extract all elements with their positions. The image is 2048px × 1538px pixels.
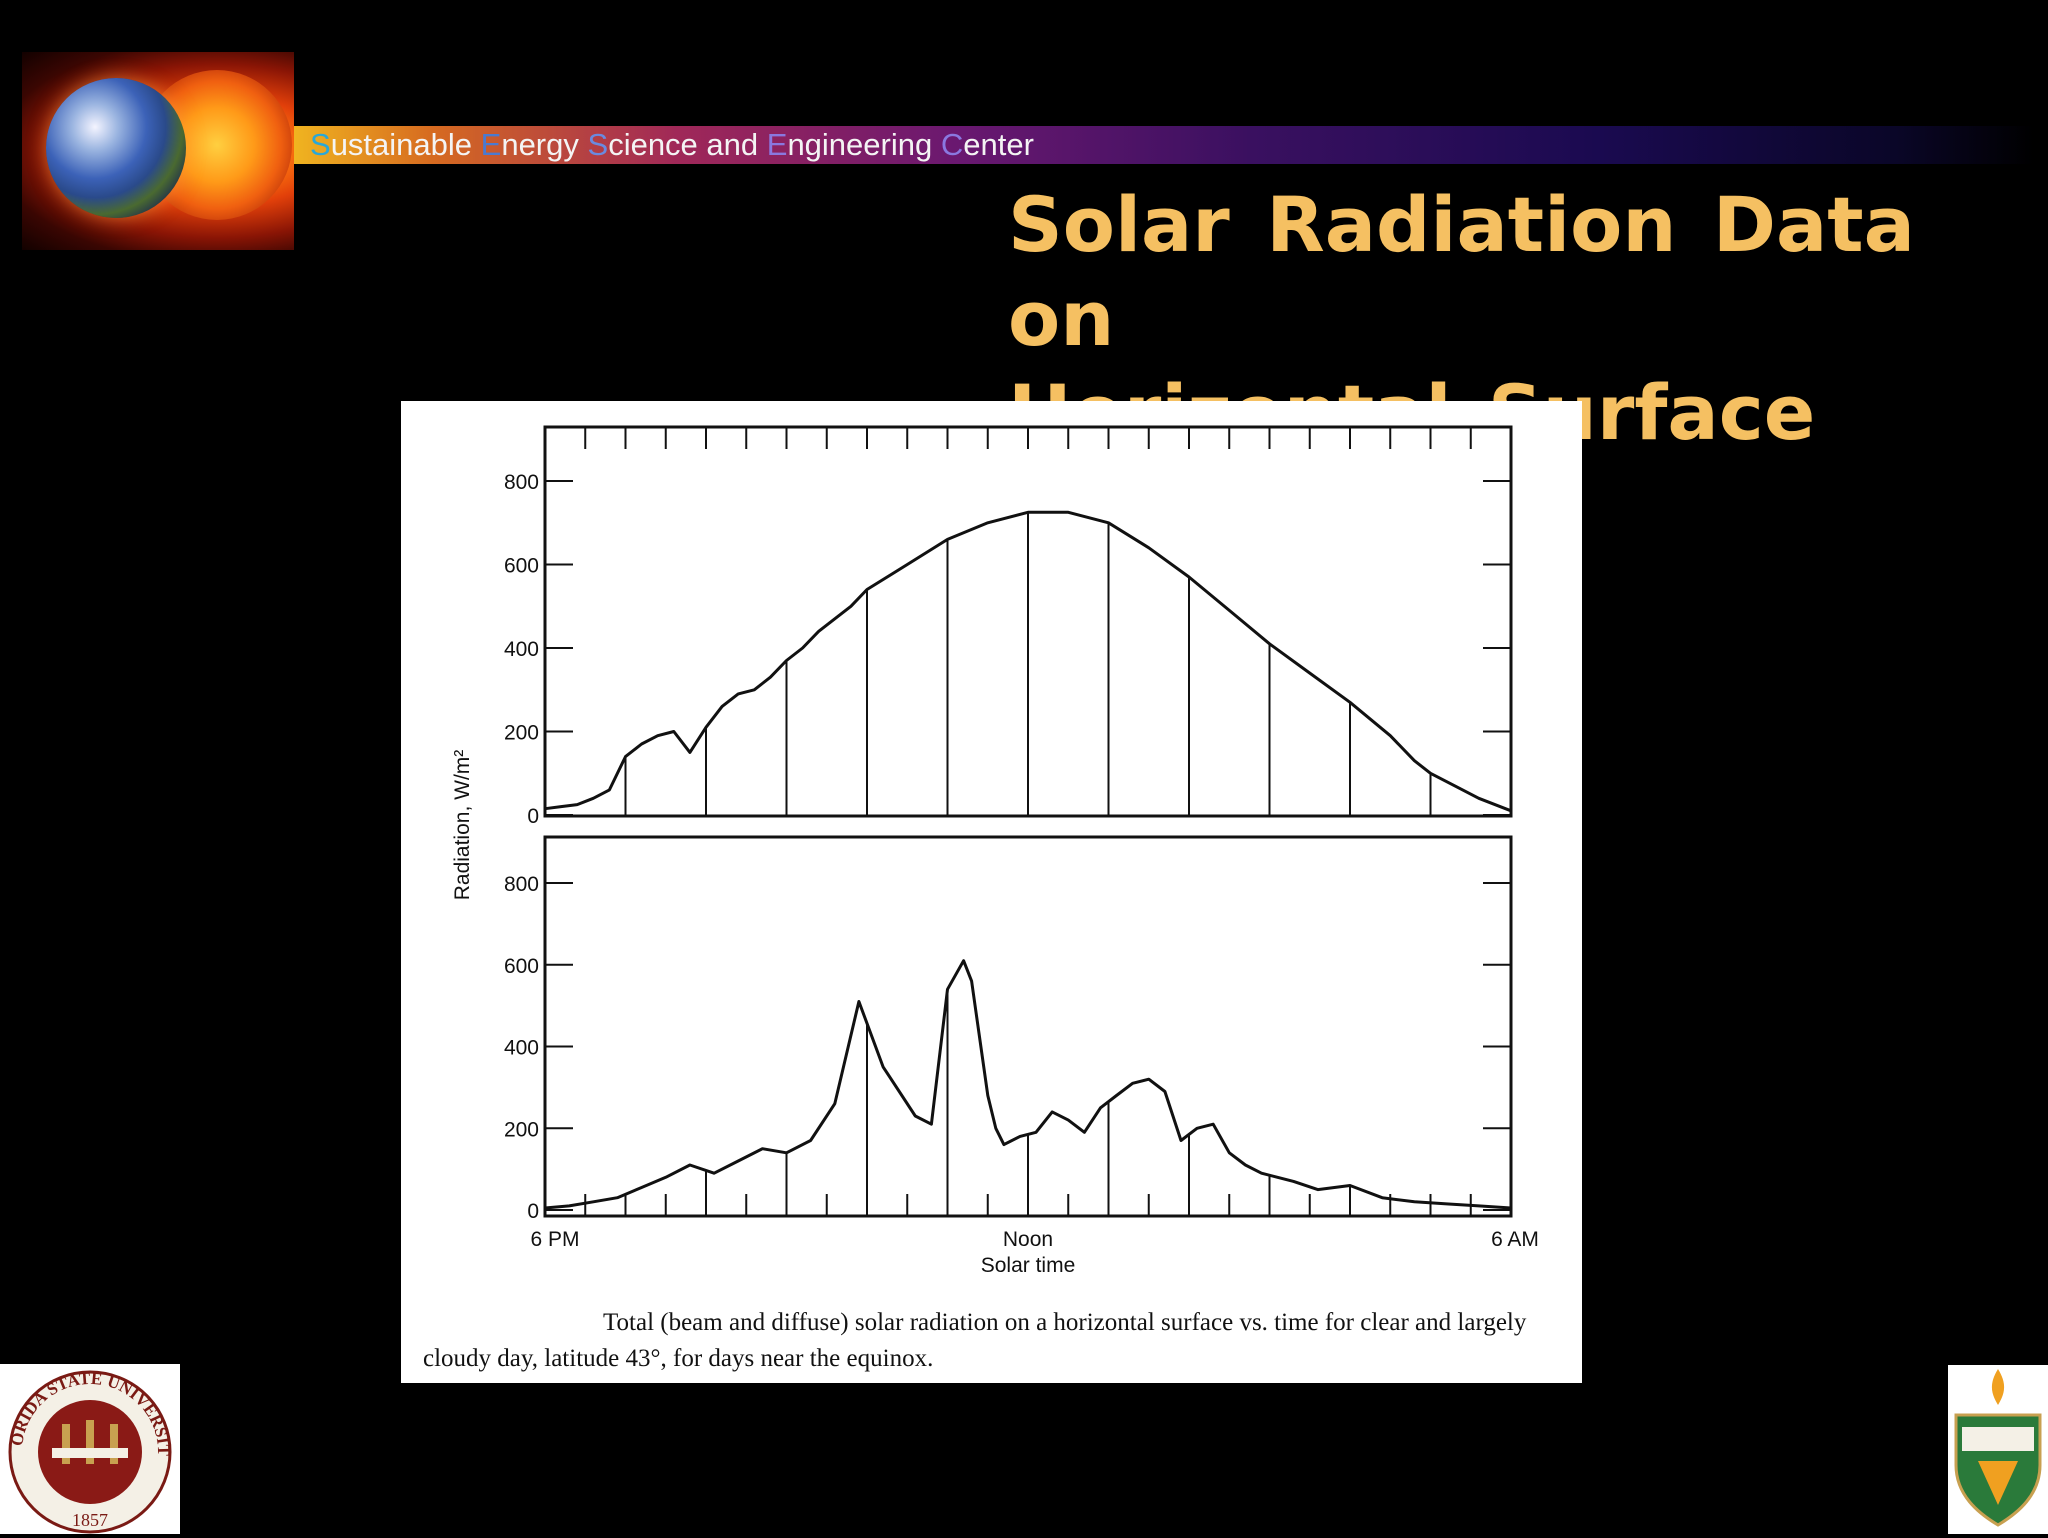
earth-icon bbox=[46, 78, 186, 218]
y-tick-label: 400 bbox=[504, 638, 539, 661]
y-tick-label: 800 bbox=[504, 471, 539, 494]
header-banner bbox=[294, 126, 2034, 164]
y-tick-label: 200 bbox=[504, 722, 539, 745]
banner-word: enter bbox=[963, 127, 1034, 162]
y-tick-label: 200 bbox=[504, 1118, 539, 1141]
y-tick-label: 0 bbox=[527, 1200, 539, 1223]
figure-caption: Total (beam and diffuse) solar radiation… bbox=[423, 1309, 1527, 1372]
y-axis-label: Radiation, W/m² bbox=[451, 750, 474, 901]
banner-word: ngineering bbox=[787, 127, 941, 162]
radiation-chart: 0 200 400 600 800 Radiation, W/m² 0 200 400 600 80… bbox=[451, 425, 1539, 1277]
famu-seal-logo bbox=[1948, 1365, 2048, 1534]
radiation-figure: 0 200 400 600 800 Radiation, W/m² 0 200 400 600 80… bbox=[401, 401, 1582, 1383]
banner-word: cience and bbox=[608, 127, 767, 162]
center-name: Sustainable Energy Science and Engineeri… bbox=[310, 127, 1034, 163]
banner-cap: E bbox=[766, 127, 788, 162]
earth-sun-logo bbox=[22, 52, 294, 250]
y-tick-label: 0 bbox=[527, 805, 539, 828]
radiation-series-line bbox=[544, 959, 1512, 1210]
y-tick-label: 600 bbox=[504, 555, 539, 578]
y-tick-label: 800 bbox=[504, 873, 539, 896]
seal-year: 1857 bbox=[72, 1510, 108, 1530]
y-tick-label: 600 bbox=[504, 955, 539, 978]
banner-cap: S bbox=[310, 127, 331, 162]
banner-cap: S bbox=[587, 127, 609, 162]
slide-title-line-1: Solar Radiation Data on bbox=[1008, 180, 1915, 363]
banner-cap: E bbox=[480, 127, 502, 162]
banner-cap: C bbox=[940, 127, 964, 162]
x-tick-label: 6 AM bbox=[1491, 1228, 1539, 1251]
fsu-seal-logo: FLORIDA STATE UNIVERSITY 1857 bbox=[0, 1349, 180, 1534]
x-tick-label: Noon bbox=[1003, 1228, 1053, 1251]
x-tick-label: 6 PM bbox=[530, 1228, 579, 1251]
y-tick-label: 400 bbox=[504, 1037, 539, 1060]
banner-word: nergy bbox=[501, 127, 588, 162]
banner-word: ustainable bbox=[330, 127, 481, 162]
radiation-series-line bbox=[544, 510, 1512, 813]
x-axis-label: Solar time bbox=[981, 1254, 1076, 1277]
